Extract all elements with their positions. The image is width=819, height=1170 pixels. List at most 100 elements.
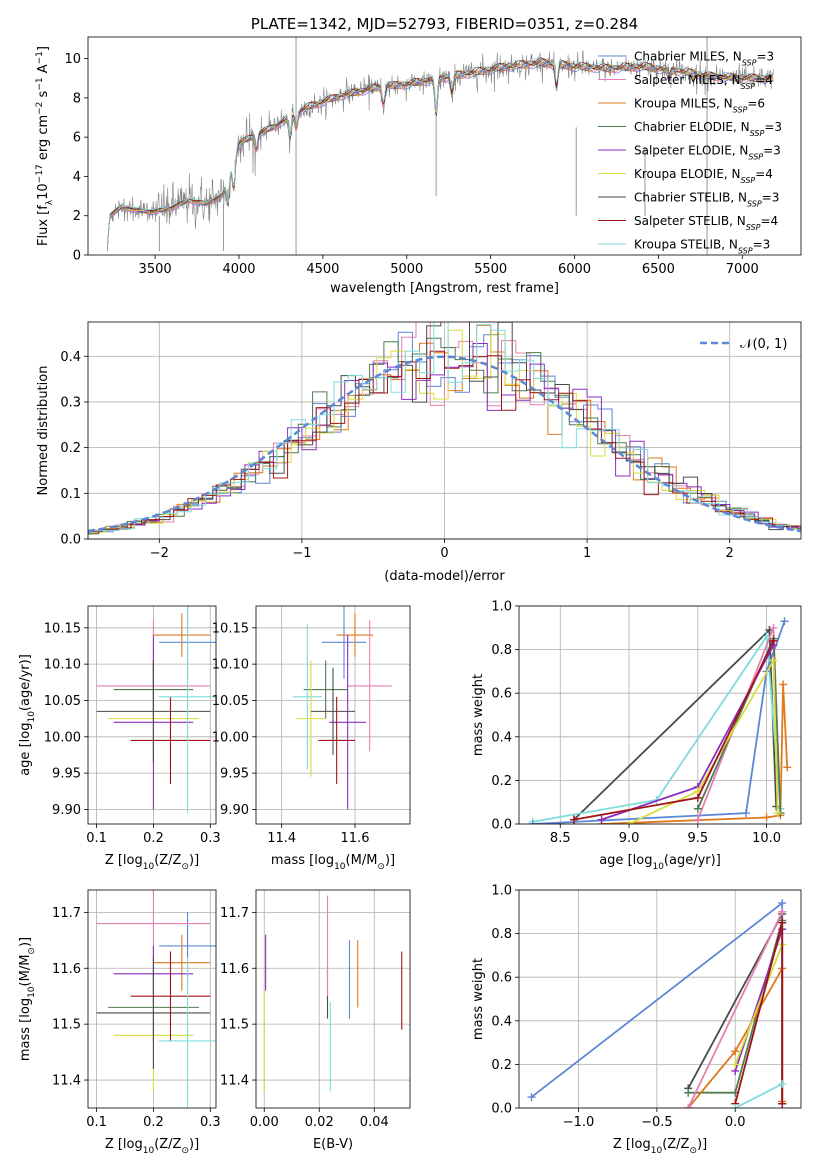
errorbar-salpeter_stelib [318,696,355,785]
x-tick-label: 0 [440,546,448,561]
y-tick-label: 0.4 [491,730,512,745]
legend-entry-chabrier_elodie: Chabrier ELODIE, NSSP=3 [634,120,782,138]
spectrum-plot-area [106,37,774,255]
y-axis-label: mass [log10(M/M⊙)] [18,937,37,1061]
errorbar-chabrier_miles [322,606,366,679]
x-tick-label: 6500 [642,262,675,277]
y-tick-label: 11.4 [220,1074,249,1089]
legend-entry-chabrier_miles: Chabrier MILES, NSSP=3 [634,50,774,68]
weight-marker-kroupa_miles [762,813,771,822]
y-tick-label: 9.90 [220,803,249,818]
errorbar-kroupa_stelib [292,624,322,770]
mass_vs_ebv-plot-area [263,895,403,1092]
y-tick-label: 11.5 [52,1018,81,1033]
legend-entry-salpeter_miles: Salpeter MILES, NSSP=4 [634,73,773,91]
model-spectrum-salpeter_stelib [106,57,774,250]
x-tick-label: 0.02 [305,1115,334,1130]
y-tick-label: 10.10 [44,658,81,673]
x-tick-label: 9.0 [619,831,640,846]
x-tick-label: 0.1 [86,831,107,846]
errorbar-chabrier_elodie [303,660,348,719]
x-tick-label: 5000 [390,262,423,277]
x-tick-label: 0.2 [143,831,164,846]
errorbar-salpeter_stelib [130,951,211,1041]
chart-title: PLATE=1342, MJD=52793, FIBERID=0351, z=0… [251,15,638,33]
y-tick-label: 1.0 [491,884,512,899]
model-spectrum-chabrier_stelib [106,58,774,250]
y-tick-label: 0 [73,249,81,264]
x-tick-label: −0.5 [641,1115,673,1130]
errorbar-salpeter_miles [96,890,211,958]
residual-legend: 𝒩(0, 1) [700,337,787,352]
x-tick-label: 2 [726,546,734,561]
y-tick-label: 9.95 [220,767,249,782]
weight-marker-salpeter_miles [778,907,787,916]
y-tick-label: 9.95 [52,767,81,782]
mass_vs_ebv-axes: 0.00 0.02 0.04 11.4 11.5 11.6 11.7 E(B-V) [220,889,411,1152]
x-tick-label: 0.3 [200,831,221,846]
x-axis-label: Z [log10(Z/Z⊙)] [105,1137,199,1156]
residual-histogram-kroupa_stelib [88,322,801,534]
x-axis-label: E(B-V) [313,1137,353,1152]
errorbar-kroupa_miles [153,613,211,657]
weight_vs_age-plot-area [528,617,792,824]
y-tick-label: 8 [73,91,81,106]
errorbar-salpeter_miles [347,620,392,752]
x-tick-label: 0.00 [250,1115,279,1130]
weight-line-chabrier_stelib [573,627,778,821]
y-tick-label: 0.1 [60,487,81,502]
axes-frame [87,321,802,540]
y-tick-label: 10.05 [44,694,81,709]
x-tick-label: −2 [150,546,169,561]
x-tick-label: 0.2 [143,1115,164,1130]
x-tick-label: 10.0 [752,831,781,846]
y-tick-label: 0.2 [60,441,81,456]
weight-line-kroupa_elodie [734,944,784,1065]
residual-histogram-salpeter_elodie [88,343,801,534]
y-tick-label: 10.15 [44,621,81,636]
weight_vs_Z-plot-area [527,899,787,1108]
weight-marker-chabrier_miles [741,809,750,818]
y-tick-label: 6 [73,131,81,146]
weight-marker-kroupa_elodie [625,820,634,824]
weight_vs_Z-axes: −1.0 −0.5 0.0 0.0 0.2 0.4 0.6 0.8 1.0 Z [log10(Z/… [471,884,802,1156]
mass_vs_Z-plot-area [96,890,216,1108]
weight-marker-kroupa_elodie [769,656,778,665]
x-tick-label: 8.5 [550,831,571,846]
y-tick-label: 0.6 [491,971,512,986]
spectrum-axes: 3500 4000 4500 5000 5500 6000 6500 7000 0 2 4 6 8 10 P… [35,15,802,296]
weight-line-kroupa_stelib [734,1083,783,1108]
weight-marker-chabrier_miles [778,899,787,908]
x-tick-label: 4500 [306,262,339,277]
legend-entry-kroupa_elodie: Kroupa ELODIE, NSSP=4 [634,167,773,185]
axes-frame [518,605,802,825]
gaussian-curve [88,355,801,533]
age_vs_Z-plot-area [96,606,216,814]
y-tick-label: 1.0 [491,600,512,615]
x-axis-label: mass [log10(M/M⊙)] [271,853,395,872]
x-tick-label: 5500 [474,262,507,277]
y-axis-label: Normed distribution [36,366,51,496]
axes-frame [518,889,802,1109]
x-tick-label: 11.4 [267,831,296,846]
x-tick-label: 9.5 [687,831,708,846]
errorbar-kroupa_miles [336,613,374,657]
errorbar-chabrier_stelib [311,667,355,755]
y-tick-label: 0.8 [491,927,512,942]
y-tick-label: 10.00 [212,730,249,745]
errorbar-kroupa_stelib [159,606,216,814]
weight-line-salpeter_stelib [734,922,784,1104]
y-tick-label: 10 [64,52,81,67]
weight-marker-salpeter_miles [684,1104,693,1108]
weight-marker-chabrier_miles [527,1093,536,1102]
y-tick-label: 10.10 [212,658,249,673]
errorbar-salpeter_elodie [329,635,366,810]
weight-marker-kroupa_elodie [773,809,782,818]
y-axis-label: age [log10(age/yr)] [18,654,37,776]
weight-marker-chabrier_miles [780,617,789,626]
axes-frame [87,605,217,825]
age_vs_Z-axes: 0.1 0.2 0.3 9.90 9.95 10.00 10.05 10.10 10.15 Z [… [18,605,221,872]
y-tick-label: 0.3 [60,395,81,410]
y-tick-label: 0.0 [491,1102,512,1117]
y-tick-label: 0.8 [491,643,512,658]
